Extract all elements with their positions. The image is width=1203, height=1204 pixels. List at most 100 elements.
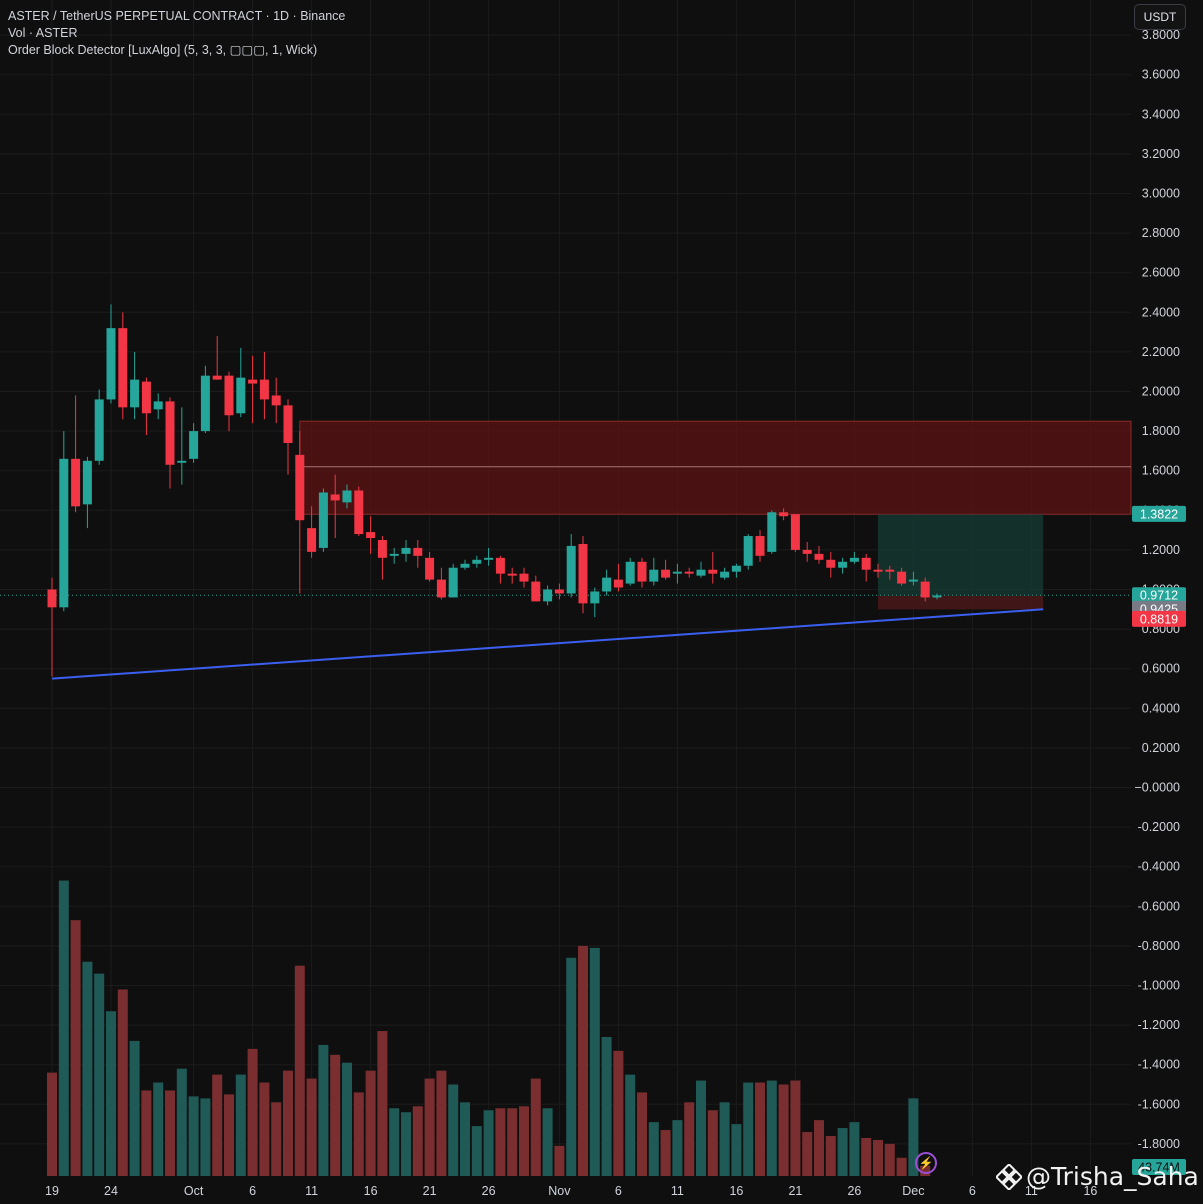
volume-bar (200, 1098, 211, 1176)
candle-body (59, 458, 69, 608)
candle-body (330, 494, 340, 501)
candle-body (708, 569, 718, 574)
volume-bar (660, 1130, 671, 1176)
volume-bar (696, 1080, 706, 1176)
candle (873, 563, 883, 578)
candle (47, 577, 57, 677)
candle (495, 555, 505, 584)
time-tick-label: Dec (902, 1184, 924, 1198)
time-tick-label: Oct (184, 1184, 204, 1198)
candle (366, 516, 376, 554)
candle-body (472, 559, 482, 564)
candle-body (826, 559, 836, 568)
lightning-icon[interactable]: ⚡ (915, 1152, 937, 1174)
volume-bar (613, 1050, 624, 1176)
time-tick-label: 16 (364, 1184, 378, 1198)
volume-badge-text: 43.74M (1138, 1161, 1180, 1175)
volume-bar (271, 1102, 282, 1176)
time-tick-label: 26 (482, 1184, 496, 1198)
candle (153, 393, 163, 420)
price-tick-label: 3.0000 (1142, 187, 1180, 201)
candle (236, 347, 246, 418)
candle (224, 371, 234, 432)
candle (920, 577, 930, 602)
candle (566, 534, 576, 598)
candle (861, 553, 871, 582)
candle-body (177, 460, 187, 463)
zone-top-badge-text: 1.3822 (1140, 507, 1178, 521)
volume-bar (106, 1011, 116, 1176)
volume-bar (672, 1120, 683, 1176)
volume-bar (542, 1108, 553, 1176)
volume-bar (436, 1070, 447, 1176)
candle-body (460, 563, 470, 568)
candle-body (366, 532, 376, 539)
candle (767, 510, 777, 554)
order-block-indicator-title[interactable]: Order Block Detector [LuxAlgo] (5, 3, 3,… (8, 43, 318, 57)
candle-body (295, 454, 305, 521)
volume-bar (530, 1078, 541, 1176)
candle-body (153, 401, 163, 410)
symbol-title[interactable]: ASTER / TetherUS PERPETUAL CONTRACT · 1D… (8, 9, 346, 23)
candle-body (720, 571, 730, 578)
candle-body (684, 571, 694, 574)
volume-bar (601, 1036, 612, 1176)
candle-body (165, 401, 175, 465)
price-tick-label: 2.6000 (1142, 266, 1180, 280)
volume-badge-bg (1132, 1159, 1186, 1175)
candle-body (248, 379, 258, 384)
price-tick-label: −0.0000 (1134, 781, 1180, 795)
volume-bar (837, 1128, 848, 1176)
candle (908, 571, 918, 586)
candle (259, 351, 269, 420)
candle-body (342, 490, 352, 503)
candle-body (814, 553, 824, 560)
time-tick-label: 16 (1083, 1184, 1097, 1198)
candle (602, 569, 612, 596)
candle (932, 593, 942, 600)
zone-top-badge-bg (1132, 505, 1186, 522)
candle-body (507, 573, 517, 576)
time-tick-label: 24 (104, 1184, 118, 1198)
candle-body (790, 514, 800, 550)
candle-body (755, 536, 765, 556)
candle (248, 355, 258, 424)
price-tick-label: -0.2000 (1138, 820, 1180, 834)
volume-bar (884, 1143, 895, 1176)
candle-body (566, 545, 576, 594)
candle (849, 551, 859, 564)
volume-bar (719, 1102, 730, 1176)
candle (307, 506, 317, 558)
order-block-zones (0, 420, 1132, 610)
candle-body (448, 567, 458, 598)
time-tick-label: 11 (671, 1184, 684, 1198)
volume-bar (766, 1080, 777, 1176)
candle (354, 486, 364, 537)
candle (554, 583, 564, 600)
candle-body (519, 573, 529, 582)
candle (271, 377, 281, 424)
volume-indicator-title[interactable]: Vol · ASTER (8, 26, 78, 40)
candle (543, 585, 553, 606)
candle-body (377, 540, 387, 558)
time-tick-label: 6 (615, 1184, 622, 1198)
candle-body (484, 557, 494, 560)
volume-bar (82, 961, 93, 1176)
currency-button[interactable]: USDT (1134, 4, 1186, 30)
volume-bar (153, 1082, 164, 1176)
time-tick-label: Nov (548, 1184, 571, 1198)
binance-icon (996, 1163, 1022, 1190)
time-tick-label: 11 (1025, 1184, 1038, 1198)
candle (661, 559, 671, 580)
volume-bar (377, 1031, 388, 1176)
volume-bar (731, 1124, 742, 1176)
candle-body (259, 379, 269, 400)
volume-bar (707, 1110, 718, 1176)
volume-bar (825, 1135, 836, 1176)
candle (720, 567, 730, 580)
candle (731, 563, 741, 578)
volume-bar (212, 1074, 223, 1176)
volume-bar (814, 1120, 824, 1176)
